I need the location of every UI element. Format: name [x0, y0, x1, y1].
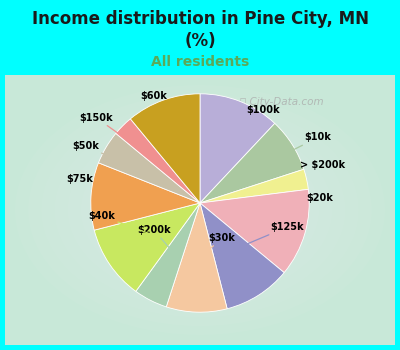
Wedge shape — [94, 203, 200, 291]
Text: $10k: $10k — [248, 133, 331, 173]
Wedge shape — [200, 189, 309, 273]
Text: > $200k: > $200k — [256, 160, 345, 191]
Wedge shape — [166, 203, 227, 312]
Text: $40k: $40k — [88, 211, 153, 235]
Wedge shape — [91, 163, 200, 230]
Text: $60k: $60k — [141, 91, 181, 149]
Wedge shape — [98, 133, 200, 203]
Wedge shape — [200, 169, 308, 203]
Text: $150k: $150k — [80, 113, 160, 163]
Wedge shape — [116, 119, 200, 203]
Text: All residents: All residents — [151, 55, 249, 69]
Text: Income distribution in Pine City, MN
(%): Income distribution in Pine City, MN (%) — [32, 10, 368, 50]
Wedge shape — [200, 94, 275, 203]
Text: ⓘ City-Data.com: ⓘ City-Data.com — [240, 97, 324, 107]
Wedge shape — [136, 203, 200, 307]
Text: $100k: $100k — [221, 105, 280, 150]
Wedge shape — [130, 94, 200, 203]
Text: $75k: $75k — [66, 174, 143, 199]
Text: $20k: $20k — [254, 193, 334, 219]
Text: $125k: $125k — [230, 222, 304, 251]
Wedge shape — [200, 124, 304, 203]
FancyBboxPatch shape — [5, 75, 395, 345]
Wedge shape — [200, 203, 284, 309]
Text: $50k: $50k — [72, 141, 151, 174]
Text: $200k: $200k — [137, 225, 174, 254]
Text: $30k: $30k — [198, 233, 235, 260]
